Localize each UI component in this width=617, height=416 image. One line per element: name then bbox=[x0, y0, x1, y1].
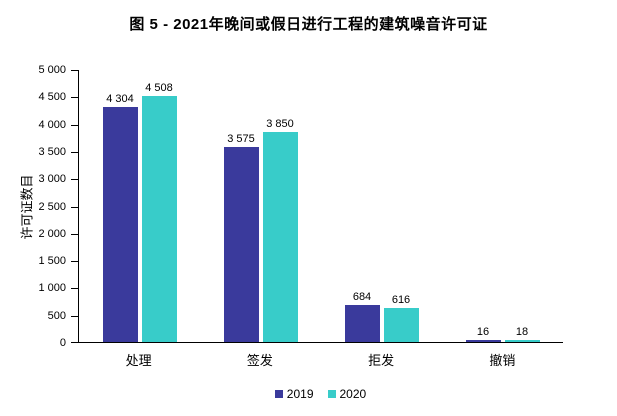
bar-2020-签发: 3 850 bbox=[262, 118, 298, 342]
bar-2020-处理: 4 508 bbox=[141, 82, 177, 342]
bar-2019-处理: 4 304 bbox=[102, 93, 138, 342]
y-tick-label: 2 500 bbox=[38, 201, 66, 213]
bar-group-3: 684 616 bbox=[321, 70, 442, 342]
y-axis: 5 000 4 500 4 000 3 500 3 000 2 500 2 000 1 500… bbox=[0, 64, 78, 349]
bars-row: 4 304 4 508 3 575 3 850 684 616 16 18 bbox=[79, 70, 563, 342]
bar-value-label: 3 575 bbox=[227, 133, 255, 145]
bar-2019-撤销: 16 bbox=[465, 326, 501, 342]
chart-title: 图 5 - 2021年晚间或假日进行工程的建筑噪音许可证 bbox=[129, 16, 488, 33]
y-tick-mark bbox=[71, 152, 78, 153]
y-tick-mark bbox=[71, 234, 78, 235]
y-tick-mark bbox=[71, 70, 78, 71]
x-axis-category-labels: 处理 签发 拒发 撤销 bbox=[78, 350, 563, 369]
bar-value-label: 18 bbox=[515, 326, 529, 338]
y-tick-label: 3 500 bbox=[38, 146, 66, 158]
bar-value-label: 684 bbox=[352, 291, 372, 303]
bar-2019-拒发: 684 bbox=[344, 291, 380, 342]
bar-2019-签发: 3 575 bbox=[223, 133, 259, 342]
y-tick-label: 4 000 bbox=[38, 119, 66, 131]
y-tick-label: 4 500 bbox=[38, 91, 66, 103]
bar-value-label: 4 304 bbox=[106, 93, 134, 105]
plot-area: 4 304 4 508 3 575 3 850 684 616 16 18 bbox=[78, 70, 563, 343]
bar-value-label: 3 850 bbox=[266, 118, 294, 130]
y-tick-label: 1 500 bbox=[38, 255, 66, 267]
legend: 2019 2020 bbox=[78, 387, 563, 401]
y-tick-mark bbox=[71, 342, 78, 343]
legend-swatch-2019 bbox=[274, 390, 283, 398]
y-tick-label: 5 000 bbox=[38, 64, 66, 76]
y-tick-label: 1 000 bbox=[38, 282, 66, 294]
category-label-撤销: 撤销 bbox=[489, 353, 516, 368]
y-tick-label: 2 000 bbox=[38, 228, 66, 240]
bar-group-4: 16 18 bbox=[442, 70, 563, 342]
bar-group-2: 3 575 3 850 bbox=[200, 70, 321, 342]
y-tick-mark bbox=[71, 179, 78, 180]
bar-value-label: 16 bbox=[476, 326, 490, 338]
category-label-签发: 签发 bbox=[246, 353, 273, 368]
legend-label-2020: 2020 bbox=[339, 387, 367, 401]
y-tick-label: 0 bbox=[59, 337, 66, 349]
legend-label-2019: 2019 bbox=[286, 387, 314, 401]
category-label-拒发: 拒发 bbox=[368, 353, 395, 368]
bar-value-label: 4 508 bbox=[145, 82, 173, 94]
legend-item-2019: 2019 bbox=[274, 387, 314, 401]
bar-value-label: 616 bbox=[391, 294, 411, 306]
category-label-处理: 处理 bbox=[125, 353, 152, 368]
y-tick-mark bbox=[71, 316, 78, 317]
y-tick-label: 500 bbox=[47, 310, 66, 322]
y-tick-label: 3 000 bbox=[38, 173, 66, 185]
legend-item-2020: 2020 bbox=[327, 387, 367, 401]
y-tick-mark bbox=[71, 288, 78, 289]
bar-2020-撤销: 18 bbox=[504, 326, 540, 342]
y-tick-mark bbox=[71, 125, 78, 126]
bar-2020-拒发: 616 bbox=[383, 294, 419, 342]
y-tick-mark bbox=[71, 207, 78, 208]
y-tick-mark bbox=[71, 261, 78, 262]
y-tick-mark bbox=[71, 97, 78, 98]
bar-group-1: 4 304 4 508 bbox=[79, 70, 200, 342]
legend-swatch-2020 bbox=[327, 390, 336, 398]
